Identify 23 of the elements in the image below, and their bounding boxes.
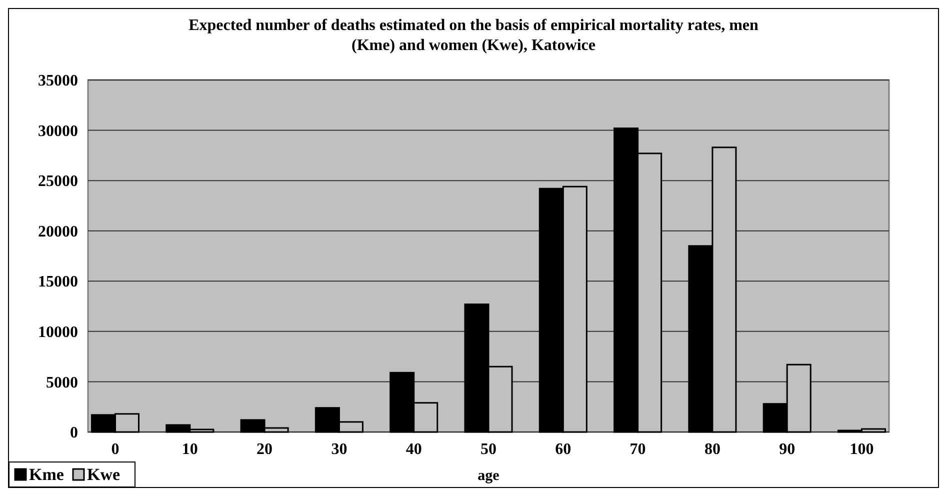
y-tick-label: 30000	[38, 122, 78, 140]
x-tick-label: 10	[182, 441, 198, 458]
x-tick-label: 90	[779, 441, 796, 458]
x-tick-label: 20	[256, 441, 273, 458]
x-tick-label: 0	[111, 441, 120, 458]
chart-title: Expected number of deaths estimated on the basis of empirical mortality rates, men (Kme) and women (Kwe), Katowice	[188, 17, 759, 54]
x-tick-label: 60	[555, 441, 572, 458]
y-tick-label: 0	[70, 424, 78, 442]
x-tick-label: 40	[406, 441, 422, 458]
x-tick-label: 100	[850, 441, 874, 458]
legend-label: Kwe	[87, 465, 120, 484]
y-tick-label: 20000	[38, 223, 78, 240]
y-tick-label: 35000	[38, 72, 78, 90]
x-tick-label: 80	[704, 441, 720, 458]
y-tick-label: 25000	[38, 173, 78, 190]
x-tick-label: 50	[480, 441, 496, 458]
y-tick-label: 5000	[46, 374, 78, 392]
x-axis-title: age	[478, 468, 500, 484]
legend-label: Kme	[29, 465, 64, 484]
x-tick-label: 70	[630, 441, 646, 458]
y-tick-label: 15000	[38, 274, 78, 291]
x-tick-label: 30	[331, 441, 348, 458]
y-tick-label: 10000	[38, 324, 78, 342]
